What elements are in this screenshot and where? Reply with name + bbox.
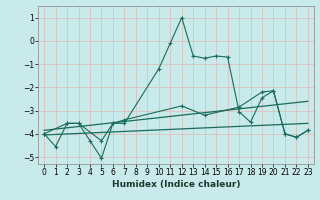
- X-axis label: Humidex (Indice chaleur): Humidex (Indice chaleur): [112, 180, 240, 189]
